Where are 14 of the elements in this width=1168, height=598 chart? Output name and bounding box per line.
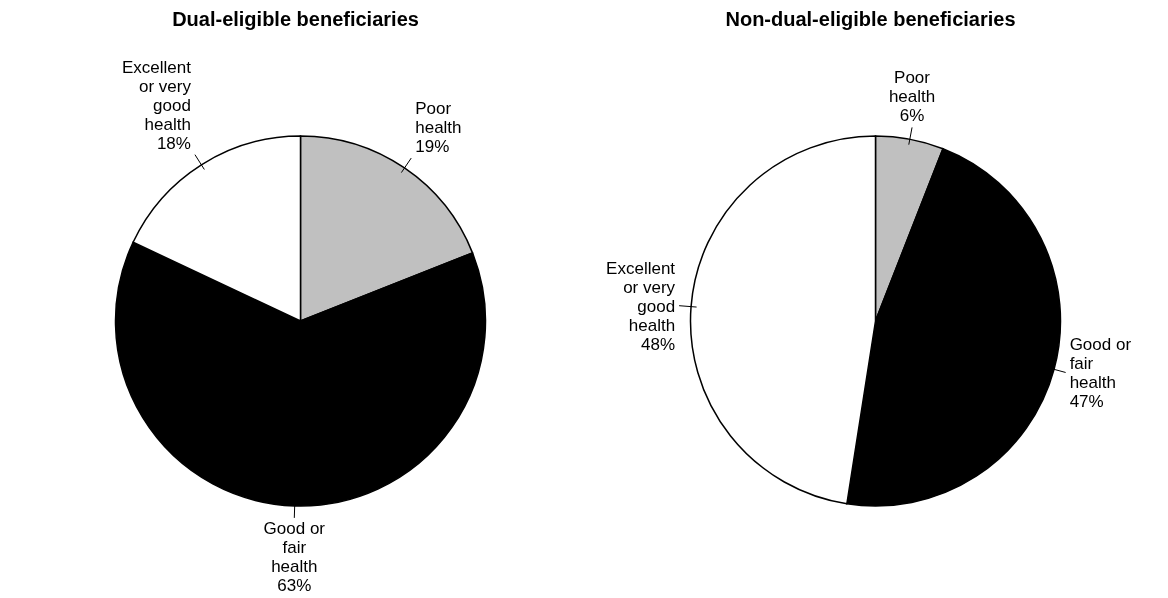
slice-label: Poor health [415, 99, 462, 138]
data-label: 47% [1069, 391, 1104, 411]
chart-title: Non-dual-eligible beneficiaries [724, 8, 1017, 32]
data-label: 48% [641, 334, 676, 354]
chart-title: Dual-eligible beneficiaries [171, 8, 420, 32]
data-label: 18% [156, 133, 191, 153]
slice-label: Good or fair health [1069, 334, 1132, 392]
slice-label: Excellent or very good health [121, 57, 192, 134]
slice-label: Good or fair health [263, 518, 326, 576]
slice-label: Excellent or very good health [606, 258, 676, 335]
data-label: 63% [277, 575, 312, 595]
data-label: 6% [899, 106, 925, 126]
data-label: 19% [415, 137, 450, 157]
slice-label: Poor health [888, 68, 936, 107]
